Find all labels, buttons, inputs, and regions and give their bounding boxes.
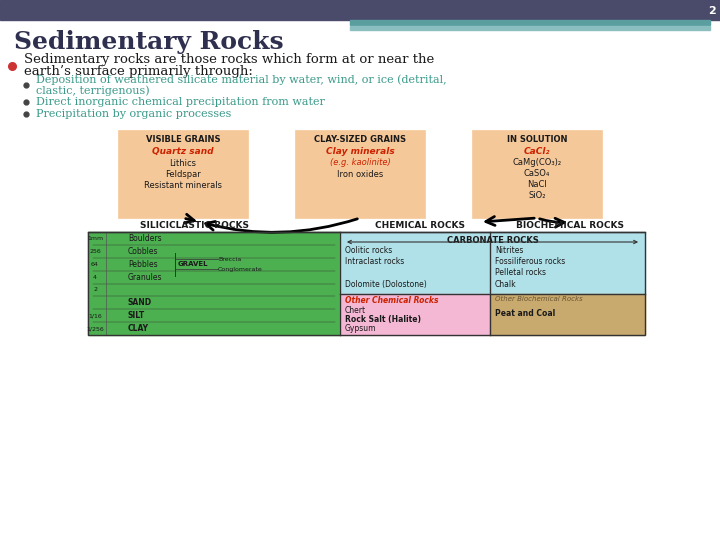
Text: Deposition of weathered silicate material by water, wind, or ice (detrital,: Deposition of weathered silicate materia… xyxy=(36,75,446,85)
Text: Oolitic rocks: Oolitic rocks xyxy=(345,246,392,255)
Text: CARBONATE ROCKS: CARBONATE ROCKS xyxy=(446,236,539,245)
Text: CHEMICAL ROCKS: CHEMICAL ROCKS xyxy=(375,221,465,231)
Text: 2: 2 xyxy=(93,287,97,293)
Text: SILT: SILT xyxy=(128,311,145,320)
Bar xyxy=(340,294,490,335)
Bar xyxy=(472,130,602,218)
Text: Clay minerals: Clay minerals xyxy=(325,147,395,156)
Text: 64: 64 xyxy=(91,262,99,267)
Text: Rock Salt (Halite): Rock Salt (Halite) xyxy=(345,315,421,324)
Text: GRAVEL: GRAVEL xyxy=(178,261,209,267)
Text: Feldspar: Feldspar xyxy=(165,170,201,179)
Bar xyxy=(88,232,645,335)
Text: Sedimentary rocks are those rocks which form at or near the: Sedimentary rocks are those rocks which … xyxy=(24,53,434,66)
Text: Chalk: Chalk xyxy=(495,280,517,289)
Text: Fossiliferous rocks: Fossiliferous rocks xyxy=(495,257,565,266)
Text: Precipitation by organic processes: Precipitation by organic processes xyxy=(36,109,231,119)
Text: CaSO₄: CaSO₄ xyxy=(524,169,550,178)
Text: earth’s surface primarily through:: earth’s surface primarily through: xyxy=(24,65,253,78)
Text: Intraclast rocks: Intraclast rocks xyxy=(345,257,404,266)
Text: NaCl: NaCl xyxy=(527,180,547,189)
Text: Pebbles: Pebbles xyxy=(128,260,158,269)
Text: Granules: Granules xyxy=(128,273,163,281)
Text: clastic, terrigenous): clastic, terrigenous) xyxy=(36,86,150,96)
Text: Direct inorganic chemical precipitation from water: Direct inorganic chemical precipitation … xyxy=(36,97,325,107)
Text: BIOCHEMICAL ROCKS: BIOCHEMICAL ROCKS xyxy=(516,221,624,231)
Text: 256: 256 xyxy=(89,249,101,254)
Bar xyxy=(490,294,645,335)
Bar xyxy=(0,0,720,20)
Text: Other Biochemical Rocks: Other Biochemical Rocks xyxy=(495,296,582,302)
Text: SAND: SAND xyxy=(128,298,152,307)
Text: Pelletal rocks: Pelletal rocks xyxy=(495,268,546,277)
Text: SILICICLASTIC ROCKS: SILICICLASTIC ROCKS xyxy=(140,221,250,231)
Bar xyxy=(350,20,710,25)
Text: Breccia: Breccia xyxy=(218,256,241,261)
Text: CaMg(CO₃)₂: CaMg(CO₃)₂ xyxy=(513,158,562,167)
Text: Quartz sand: Quartz sand xyxy=(152,147,214,156)
Text: Dolomite (Dolostone): Dolomite (Dolostone) xyxy=(345,280,427,289)
Text: Nitrites: Nitrites xyxy=(495,246,523,255)
Bar xyxy=(118,130,248,218)
Text: 1/256: 1/256 xyxy=(86,326,104,331)
Text: Iron oxides: Iron oxides xyxy=(337,170,383,179)
Text: Conglomerate: Conglomerate xyxy=(218,267,263,272)
Text: Gypsum: Gypsum xyxy=(345,324,377,333)
Text: 4: 4 xyxy=(93,274,97,280)
Text: Chert: Chert xyxy=(345,306,366,315)
Text: CLAY-SIZED GRAINS: CLAY-SIZED GRAINS xyxy=(314,135,406,144)
Text: Resistant minerals: Resistant minerals xyxy=(144,181,222,190)
Text: SiO₂: SiO₂ xyxy=(528,191,546,200)
Bar xyxy=(350,26,710,30)
Bar xyxy=(295,130,425,218)
Text: 1mm: 1mm xyxy=(87,236,103,241)
Text: 1/16: 1/16 xyxy=(88,313,102,318)
Text: Lithics: Lithics xyxy=(169,159,197,168)
Text: IN SOLUTION: IN SOLUTION xyxy=(507,135,567,144)
Bar xyxy=(88,232,340,335)
Text: CLAY: CLAY xyxy=(128,324,149,333)
Text: Other Chemical Rocks: Other Chemical Rocks xyxy=(345,296,438,305)
Text: (e.g. kaolinite): (e.g. kaolinite) xyxy=(330,158,390,167)
Bar xyxy=(340,232,645,294)
Text: 2: 2 xyxy=(708,6,716,16)
Text: Sedimentary Rocks: Sedimentary Rocks xyxy=(14,30,284,54)
Text: Cobbles: Cobbles xyxy=(128,247,158,256)
Text: Peat and Coal: Peat and Coal xyxy=(495,309,555,318)
Text: Boulders: Boulders xyxy=(128,234,161,243)
Text: CaCl₂: CaCl₂ xyxy=(523,147,550,156)
Text: VISIBLE GRAINS: VISIBLE GRAINS xyxy=(145,135,220,144)
